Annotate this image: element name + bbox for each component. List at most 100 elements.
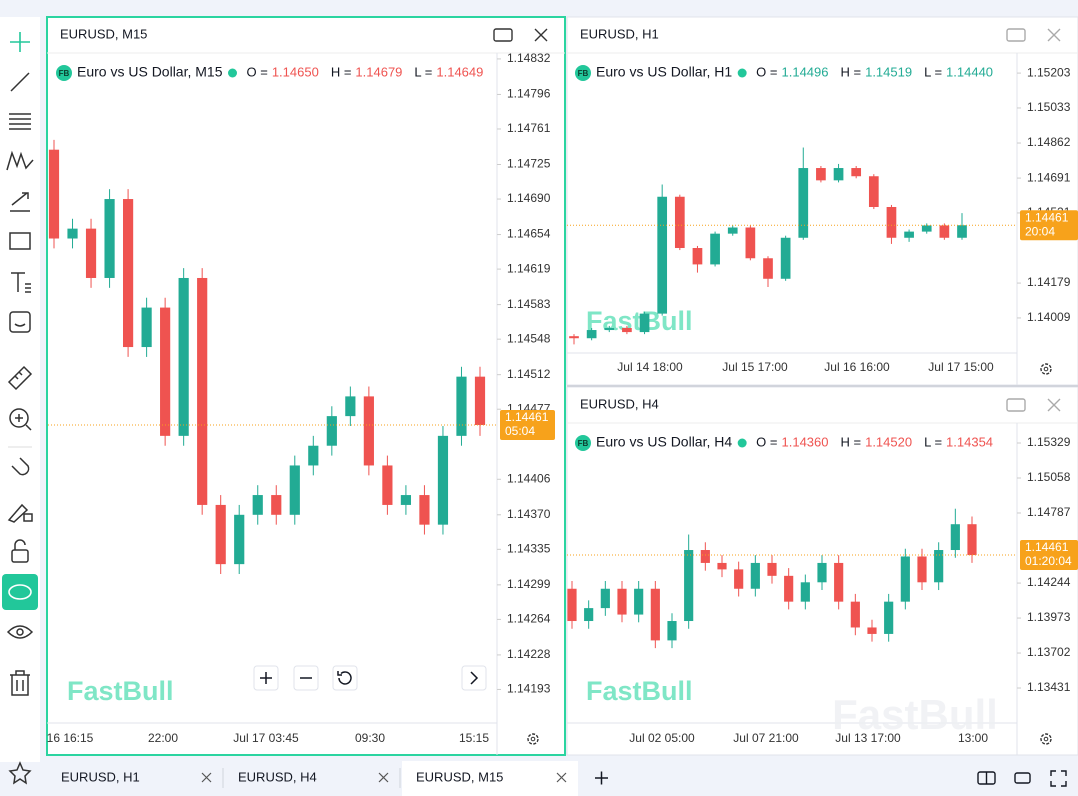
delete-tool[interactable] — [10, 670, 30, 696]
x-tick-label: 09:30 — [355, 731, 385, 745]
y-tick-label: 1.14406 — [507, 471, 551, 485]
zoom-tool[interactable] — [9, 408, 32, 431]
candle-body — [798, 168, 809, 238]
scroll-right-bg[interactable] — [461, 665, 487, 691]
zoom-in[interactable] — [260, 672, 272, 684]
panel-bg — [46, 16, 566, 756]
price-label: 1.14461 — [505, 410, 549, 424]
active-tool[interactable] — [2, 574, 38, 610]
eye-tool[interactable] — [6, 625, 34, 639]
reset-view[interactable] — [337, 671, 352, 685]
x-tick-label: Jul 02 05:00 — [629, 731, 695, 745]
y-tick-label: 1.14193 — [507, 682, 551, 696]
close-button[interactable] — [1047, 28, 1061, 42]
emoji-tool[interactable] — [9, 311, 31, 333]
candle-body — [657, 196, 668, 314]
y-tick-label: 1.14299 — [507, 577, 551, 591]
candle-body — [104, 199, 115, 278]
symbol-name: Euro vs US Dollar, H1 — [596, 64, 732, 80]
symbol-badge-bg — [575, 65, 591, 81]
scroll-right[interactable] — [470, 671, 479, 685]
tab-close[interactable] — [378, 772, 389, 783]
text-tool[interactable] — [11, 272, 31, 293]
single-layout-button[interactable] — [1014, 772, 1031, 784]
forecast-tool[interactable] — [10, 192, 30, 212]
candle-body — [939, 225, 950, 238]
ruler-tool[interactable] — [7, 365, 33, 391]
candle-body — [900, 556, 910, 602]
candle-body — [917, 556, 927, 583]
maximize-button[interactable] — [1006, 28, 1026, 42]
x-tick-label: Jul 16 16:00 — [824, 360, 890, 374]
magnet-tool[interactable] — [11, 457, 30, 476]
candle-body — [252, 495, 263, 515]
x-tick-label: 16 16:15 — [47, 731, 94, 745]
fullscreen-button[interactable] — [1050, 770, 1067, 787]
tab-label[interactable]: EURUSD, H4 — [238, 769, 317, 784]
candle-body — [600, 588, 610, 609]
price-label-bg — [500, 410, 555, 441]
y-tick-label: 1.13431 — [1027, 680, 1071, 694]
price-timer: 05:04 — [505, 424, 535, 438]
candle-body — [967, 524, 977, 556]
fib-tool[interactable] — [9, 113, 31, 130]
price-timer: 20:04 — [1025, 224, 1055, 238]
panel-title: EURUSD, M15 — [60, 26, 147, 41]
chart-panel: EURUSD, M15 1.14832 1.14796 1.14761 1.14725 1… — [46, 16, 566, 756]
candle-body — [586, 330, 597, 339]
candle-body — [85, 228, 97, 278]
maximize-button[interactable] — [1006, 398, 1026, 412]
x-tick-label: 22:00 — [148, 731, 178, 745]
candle-body — [667, 621, 677, 641]
maximize-button[interactable] — [493, 28, 513, 42]
y-tick-label: 1.14690 — [507, 191, 551, 205]
candle-body — [363, 396, 374, 466]
crosshair-tool[interactable] — [10, 32, 30, 52]
y-tick-label: 1.14244 — [1027, 575, 1071, 589]
candle-body — [437, 435, 449, 525]
y-tick-label: 1.14832 — [507, 51, 551, 65]
add-tab[interactable] — [595, 771, 608, 785]
candle-body — [717, 562, 727, 570]
lock-tool[interactable] — [11, 539, 29, 563]
reset-view-bg[interactable] — [332, 665, 358, 691]
favorites[interactable] — [8, 761, 32, 785]
ohlc-label: L = — [924, 64, 942, 79]
settings-button[interactable] — [1040, 363, 1052, 375]
close-button[interactable] — [1047, 398, 1061, 412]
legend: FB Euro vs US Dollar, M15 O = 1.14650 H = 1.1… — [56, 64, 483, 81]
tab-label[interactable]: EURUSD, M15 — [416, 769, 503, 784]
symbol-name: Euro vs US Dollar, M15 — [77, 64, 223, 80]
close-button[interactable] — [534, 28, 548, 42]
rect-tool[interactable] — [9, 232, 31, 250]
ohlc-value: 1.14679 — [355, 64, 402, 79]
settings-button[interactable] — [1040, 733, 1052, 745]
price-label-bg — [1020, 540, 1078, 571]
line-tool[interactable] — [10, 72, 30, 92]
panel-title: EURUSD, H1 — [580, 26, 659, 41]
candle-body — [886, 206, 897, 238]
candle-body — [784, 575, 794, 602]
y-tick-label: 1.15058 — [1027, 470, 1071, 484]
candle-body — [868, 176, 879, 207]
candle-body — [817, 562, 827, 583]
pattern-tool[interactable] — [6, 150, 34, 171]
tab-label[interactable]: EURUSD, H1 — [61, 769, 140, 784]
tab-close[interactable] — [556, 772, 567, 783]
ohlc-value: 1.14496 — [782, 64, 829, 79]
candle-body — [950, 524, 960, 551]
chart-panel: EURUSD, H1 1.15203 1.15033 1.14862 1.14691 1.… — [566, 16, 1078, 386]
legend: FB Euro vs US Dollar, H1 O = 1.14496 H = 1.14… — [575, 64, 993, 81]
settings-button[interactable] — [527, 733, 539, 745]
candle-body — [734, 569, 744, 589]
lock-drawing-tool[interactable] — [7, 503, 33, 523]
candle-body — [850, 601, 860, 628]
candles — [569, 147, 967, 345]
candle-body — [816, 168, 826, 181]
candle-body — [957, 225, 967, 238]
tab-close[interactable] — [201, 772, 212, 783]
ohlc-label: O = — [756, 434, 777, 449]
hide-tool[interactable] — [8, 584, 32, 600]
candle-body — [141, 307, 152, 348]
candle-body — [617, 588, 627, 615]
